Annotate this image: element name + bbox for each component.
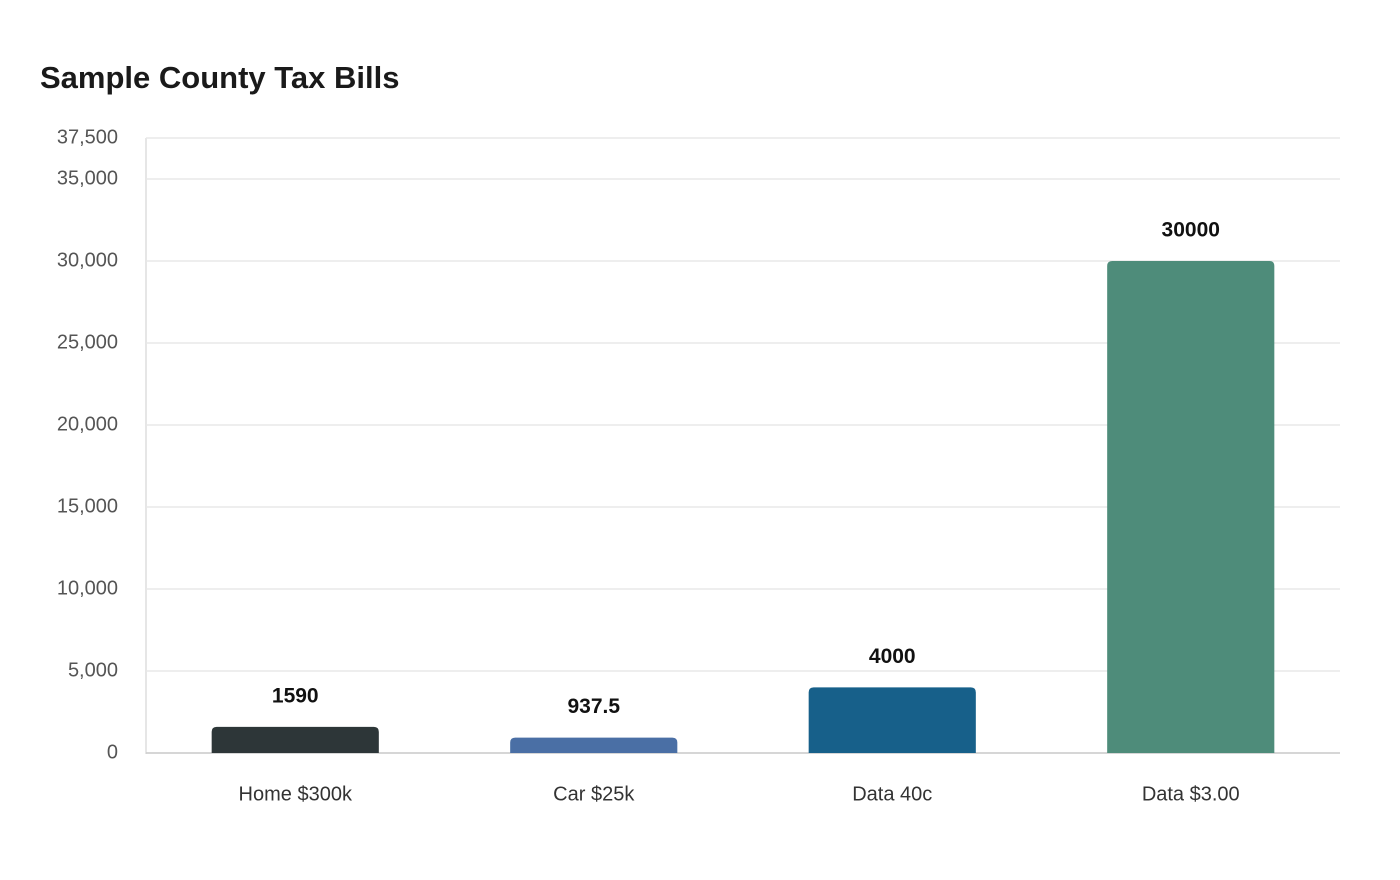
x-tick-label: Home $300k bbox=[239, 783, 353, 805]
y-tick-label: 5,000 bbox=[68, 659, 118, 681]
x-tick-label: Car $25k bbox=[553, 783, 635, 805]
y-tick-label: 30,000 bbox=[57, 249, 118, 271]
y-tick-label: 35,000 bbox=[57, 167, 118, 189]
value-label: 937.5 bbox=[567, 695, 620, 718]
y-tick-label: 0 bbox=[107, 741, 118, 763]
y-tick-label: 25,000 bbox=[57, 331, 118, 353]
bar bbox=[1107, 261, 1275, 753]
value-label: 1590 bbox=[272, 684, 319, 707]
bar bbox=[808, 687, 976, 753]
y-tick-label: 37,500 bbox=[57, 126, 118, 148]
value-label: 30000 bbox=[1162, 219, 1220, 242]
x-tick-label: Data 40c bbox=[852, 783, 932, 805]
x-tick-label: Data $3.00 bbox=[1142, 783, 1240, 805]
y-tick-label: 15,000 bbox=[57, 495, 118, 517]
value-label: 4000 bbox=[869, 645, 916, 668]
bar bbox=[510, 737, 678, 753]
bar bbox=[211, 726, 379, 753]
chart-title: Sample County Tax Bills bbox=[40, 60, 399, 95]
y-tick-label: 20,000 bbox=[57, 413, 118, 435]
y-tick-label: 10,000 bbox=[57, 577, 118, 599]
